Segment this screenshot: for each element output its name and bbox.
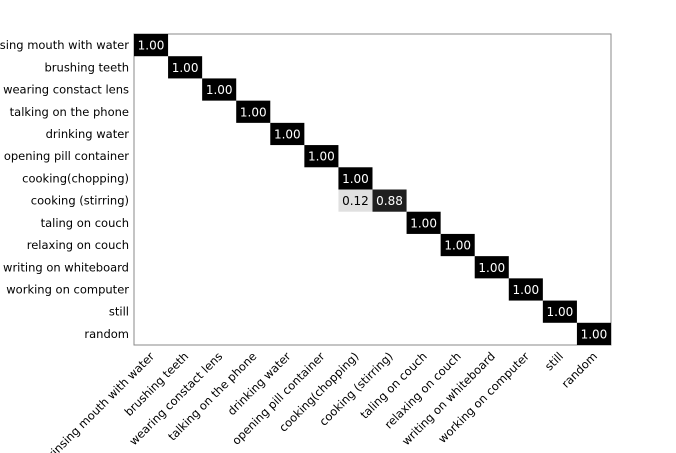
cell-value-label: 0.12 — [342, 194, 369, 208]
row-tick-label: talking on the phone — [10, 105, 129, 119]
cell-value-label: 1.00 — [547, 305, 574, 319]
heatmap-cells: 1.00 1.00 1.00 1.00 1.00 1.00 1.00 0.12 0.88 1.00… — [134, 34, 611, 345]
cell-value-label: 1.00 — [308, 150, 335, 164]
cell-value-label: 1.00 — [410, 216, 437, 230]
cell-value-label: 1.00 — [274, 127, 301, 141]
heatmap-cell — [372, 189, 407, 212]
heatmap-cell — [474, 256, 509, 279]
cell-value-label: 1.00 — [444, 239, 471, 253]
cell-value-label: 1.00 — [138, 39, 165, 53]
row-tick-label: still — [109, 305, 129, 319]
heatmap-cell — [576, 322, 611, 345]
row-tick-label: relaxing on couch — [27, 238, 129, 252]
cell-value-label: 1.00 — [240, 105, 267, 119]
row-tick-label: random — [84, 327, 129, 341]
row-labels: rinsing mouth with water brushing teeth we… — [0, 38, 129, 341]
heatmap-cell — [440, 233, 475, 257]
heatmap-cell — [304, 145, 339, 168]
row-tick-label: wearing constact lens — [3, 83, 129, 97]
row-tick-label: taling on couch — [41, 216, 129, 230]
heatmap-cell — [338, 167, 373, 190]
column-tick-label: random — [559, 349, 600, 390]
cell-value-label: 1.00 — [581, 327, 608, 341]
column-tick-label: still — [542, 349, 566, 373]
row-tick-label: cooking (stirring) — [31, 194, 129, 208]
heatmap-cell — [508, 278, 543, 301]
row-tick-label: brushing teeth — [45, 60, 130, 74]
row-tick-label: rinsing mouth with water — [0, 38, 129, 52]
cell-value-label: 1.00 — [512, 283, 539, 297]
cell-value-label: 1.00 — [172, 61, 199, 75]
heatmap-cell — [202, 78, 237, 101]
row-tick-label: working on computer — [6, 282, 129, 296]
heatmap-cell — [542, 300, 577, 323]
row-tick-label: writing on whiteboard — [3, 260, 129, 274]
heatmap-cell — [270, 122, 305, 146]
cell-value-label: 1.00 — [478, 261, 505, 275]
heatmap-cell — [236, 100, 271, 123]
cell-value-label: 0.88 — [376, 194, 403, 208]
row-tick-label: drinking water — [46, 127, 130, 141]
heatmap-cell — [406, 211, 441, 234]
row-tick-label: cooking(chopping) — [22, 171, 129, 185]
row-tick-label: opening pill container — [4, 149, 129, 163]
heatmap-cell — [338, 189, 373, 212]
cell-value-label: 1.00 — [342, 172, 369, 186]
heatmap-cell — [134, 34, 169, 57]
heatmap-cell — [168, 56, 203, 79]
cell-value-label: 1.00 — [206, 83, 233, 97]
